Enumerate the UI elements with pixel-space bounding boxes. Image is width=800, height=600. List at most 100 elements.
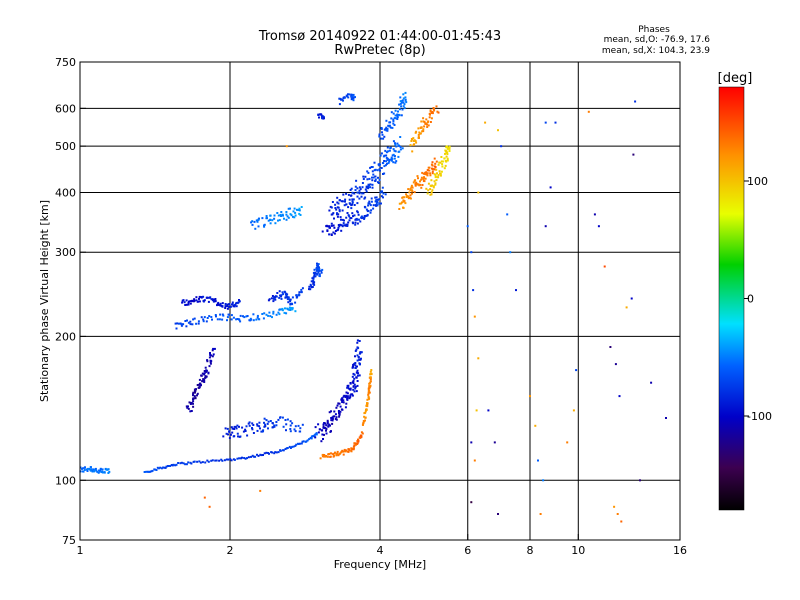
echo-point [434, 183, 437, 186]
echo-point [235, 427, 238, 430]
echo-point [331, 201, 334, 203]
echo-point [275, 424, 278, 427]
echo-point [381, 133, 384, 136]
echo-point [348, 397, 351, 400]
echo-point [402, 101, 405, 104]
echo-point [285, 423, 288, 426]
echo-point [252, 455, 255, 458]
echo-point [362, 192, 365, 195]
echo-point [283, 217, 285, 220]
echo-point [345, 203, 348, 206]
echo-point [298, 291, 301, 294]
echo-point [225, 458, 228, 461]
echo-point [202, 295, 205, 298]
echo-point [226, 305, 229, 308]
echo-point [466, 225, 469, 228]
echo-point [268, 311, 271, 314]
echo-point [351, 198, 354, 201]
echo-point [209, 362, 212, 365]
echo-point [382, 173, 384, 175]
echo-point [94, 467, 97, 470]
echo-point [264, 425, 267, 428]
echo-point [395, 160, 398, 163]
echo-point [286, 418, 289, 421]
echo-point [369, 186, 371, 189]
echo-point [351, 97, 354, 100]
echo-point [393, 155, 396, 157]
echo-point [354, 362, 357, 364]
echo-point [335, 454, 338, 457]
echo-point [224, 307, 227, 309]
echo-point [207, 300, 210, 303]
echo-point [364, 188, 367, 191]
echo-point [380, 190, 383, 193]
echo-point [179, 462, 182, 465]
echo-point [497, 129, 499, 132]
echo-point [381, 186, 384, 189]
echo-point [341, 200, 344, 203]
echo-point [422, 180, 425, 182]
echo-point [433, 180, 436, 183]
echo-point [379, 169, 381, 172]
echo-point [315, 433, 318, 436]
echo-point [326, 455, 329, 458]
echo-point [180, 323, 183, 326]
echo-point [354, 350, 357, 352]
echo-point [420, 176, 423, 179]
echo-point [337, 402, 340, 405]
echo-point [313, 283, 316, 286]
echo-point [374, 168, 377, 171]
echo-point [402, 97, 405, 100]
echo-point [385, 151, 388, 154]
echo-point [429, 109, 432, 112]
echo-point [246, 457, 248, 460]
echo-point [353, 383, 356, 386]
echo-point [359, 220, 362, 223]
echo-point [616, 513, 619, 515]
echo-point [367, 171, 370, 174]
echo-point [360, 195, 363, 198]
echo-point [341, 401, 344, 403]
echo-point [362, 420, 365, 422]
echo-point [423, 125, 426, 128]
echo-point [236, 432, 239, 435]
echo-point [385, 129, 388, 132]
x-tick-label: 10 [571, 544, 585, 557]
echo-point [394, 161, 397, 164]
echo-point [295, 443, 298, 446]
echo-point [418, 131, 421, 134]
echo-point [321, 453, 324, 456]
echo-point [86, 470, 89, 472]
echo-point [378, 133, 381, 136]
echo-point [366, 178, 369, 181]
echo-point [184, 320, 187, 322]
echo-point [91, 469, 94, 472]
echo-point [487, 409, 490, 412]
echo-point [360, 435, 363, 437]
echo-point [239, 314, 242, 317]
y-tick-label: 750 [55, 56, 76, 69]
echo-point [211, 355, 214, 358]
echo-point [260, 454, 263, 457]
echo-point [238, 457, 241, 460]
echo-point [281, 309, 284, 312]
echo-point [261, 313, 264, 315]
x-tick-label: 8 [527, 544, 534, 557]
echo-point [276, 212, 279, 214]
echo-point [291, 308, 294, 311]
echo-point [335, 208, 338, 211]
echo-point [328, 233, 331, 236]
echo-point [428, 112, 431, 115]
echo-point [356, 442, 359, 445]
echo-point [184, 463, 187, 466]
echo-point [206, 459, 209, 462]
echo-point [338, 210, 341, 213]
echo-point [625, 306, 628, 309]
echo-point [402, 199, 405, 202]
echo-point [315, 272, 317, 275]
echo-point [412, 181, 415, 184]
echo-point [285, 312, 288, 315]
echo-point [430, 111, 433, 114]
echo-point [475, 409, 478, 412]
